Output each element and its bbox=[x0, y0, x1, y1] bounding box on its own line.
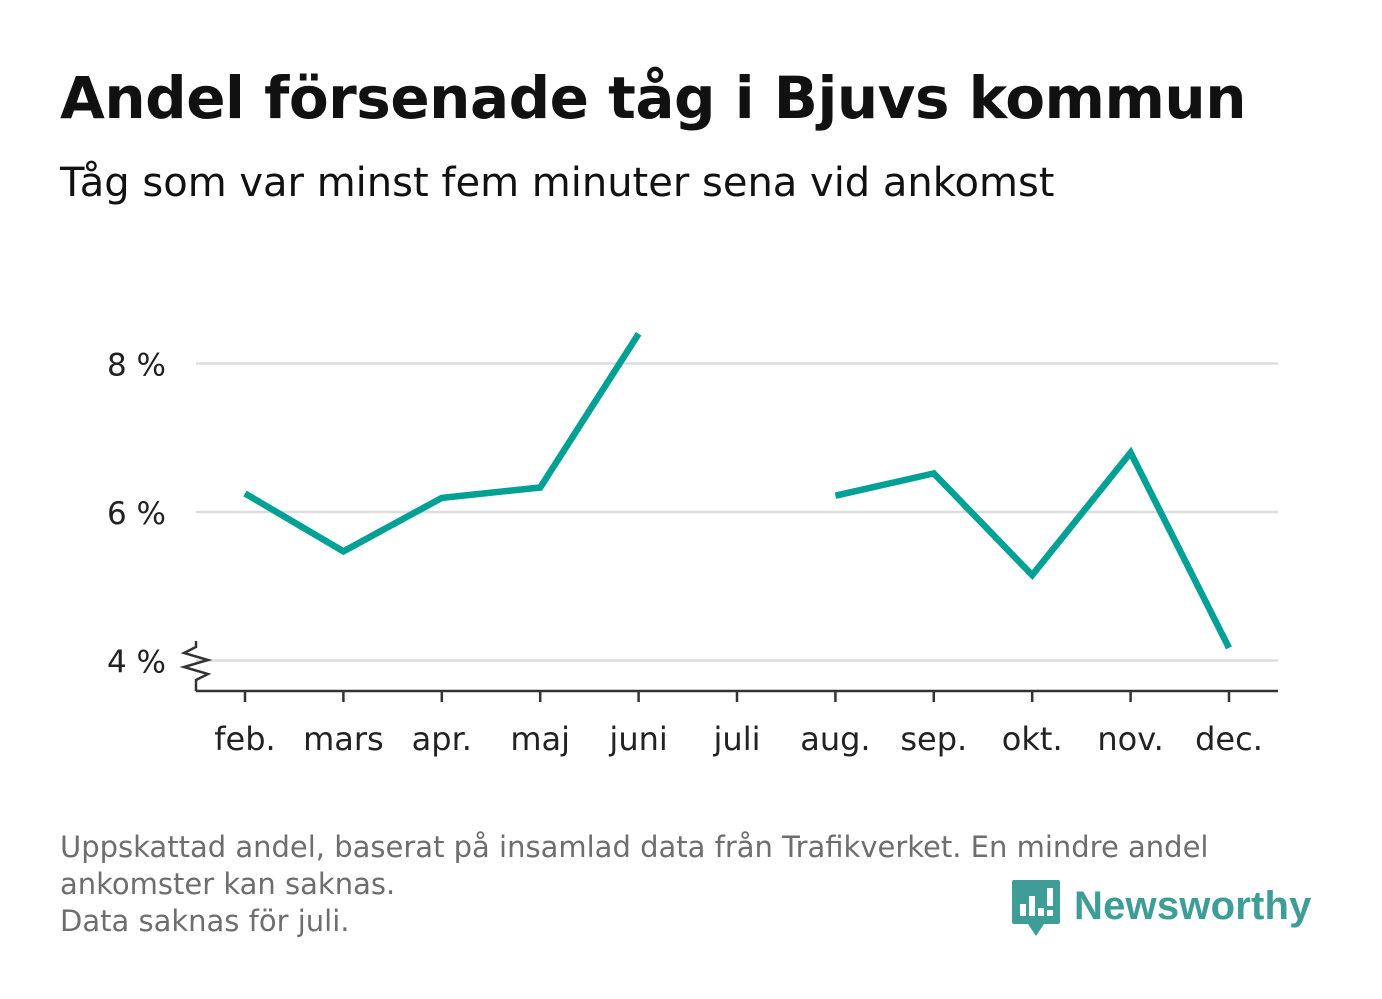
newsworthy-chart-bubble-icon bbox=[1012, 880, 1060, 936]
x-tick-label: nov. bbox=[1097, 720, 1163, 758]
x-tick-label: apr. bbox=[412, 720, 472, 758]
footnote-line: Data saknas för juli. bbox=[60, 904, 350, 938]
x-tick-label: dec. bbox=[1195, 720, 1263, 758]
newsworthy-logo: Newsworthy bbox=[1010, 878, 1312, 940]
x-tick-label: feb. bbox=[214, 720, 275, 758]
footnote: Uppskattad andel, baserat på insamlad da… bbox=[60, 829, 1310, 940]
x-tick-label: juni bbox=[608, 720, 667, 758]
footnote-line: Uppskattad andel, baserat på insamlad da… bbox=[60, 830, 1209, 864]
footnote-line: ankomster kan saknas. bbox=[60, 867, 396, 901]
series-line-segment bbox=[834, 446, 1232, 650]
y-tick-label: 4 % bbox=[107, 645, 166, 681]
x-tick-label: sep. bbox=[900, 720, 967, 758]
chart-title: Andel försenade tåg i Bjuvs kommun bbox=[60, 64, 1247, 132]
x-tick-label: maj bbox=[510, 720, 570, 758]
series-line-segment bbox=[243, 332, 642, 556]
x-tick-label: okt. bbox=[1002, 720, 1063, 758]
logo-text: Newsworthy bbox=[1074, 883, 1312, 928]
x-tick-label: aug. bbox=[800, 720, 870, 758]
x-tick-label: mars bbox=[303, 720, 384, 758]
y-tick-label: 8 % bbox=[107, 348, 166, 384]
chart-subtitle: Tåg som var minst fem minuter sena vid a… bbox=[60, 160, 1055, 206]
x-tick-label: juli bbox=[713, 720, 761, 758]
y-tick-label: 6 % bbox=[107, 496, 166, 532]
axis-break-icon bbox=[179, 641, 213, 691]
